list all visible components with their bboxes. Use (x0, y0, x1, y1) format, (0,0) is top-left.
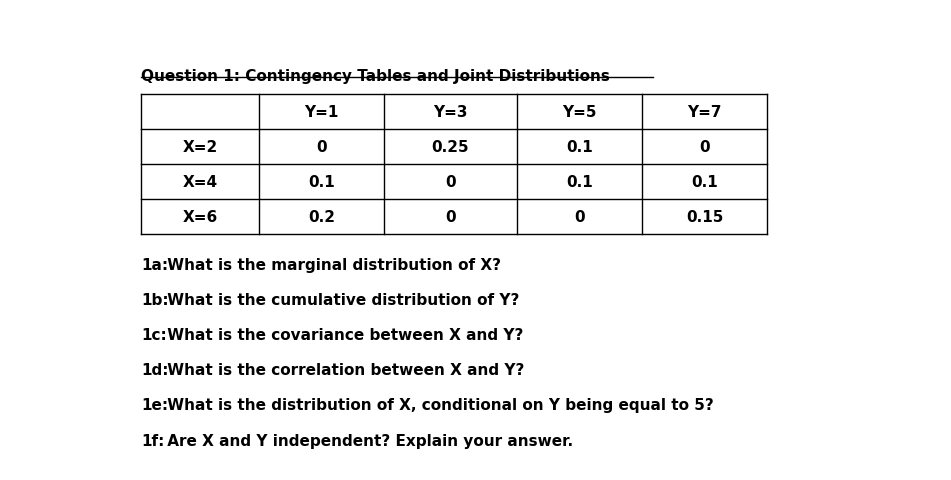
Text: X=6: X=6 (183, 210, 218, 225)
Text: 1f:: 1f: (141, 433, 165, 448)
Text: What is the distribution of X, conditional on Y being equal to 5?: What is the distribution of X, condition… (162, 397, 713, 413)
Text: Y=3: Y=3 (434, 105, 468, 120)
Text: 0.25: 0.25 (432, 140, 470, 155)
Text: What is the cumulative distribution of Y?: What is the cumulative distribution of Y… (162, 292, 519, 307)
Text: 0: 0 (317, 140, 327, 155)
Text: Y=5: Y=5 (562, 105, 597, 120)
Text: 1d:: 1d: (141, 362, 168, 377)
Text: What is the correlation between X and Y?: What is the correlation between X and Y? (162, 362, 524, 377)
Text: What is the marginal distribution of X?: What is the marginal distribution of X? (162, 257, 500, 272)
Text: Y=1: Y=1 (304, 105, 339, 120)
Text: 0.1: 0.1 (566, 175, 592, 190)
Text: X=4: X=4 (183, 175, 218, 190)
Text: 0.15: 0.15 (686, 210, 724, 225)
Text: 1e:: 1e: (141, 397, 168, 413)
Text: 1a:: 1a: (141, 257, 168, 272)
Text: Y=7: Y=7 (688, 105, 722, 120)
Text: 0.1: 0.1 (566, 140, 592, 155)
Text: Question 1: Contingency Tables and Joint Distributions: Question 1: Contingency Tables and Joint… (141, 69, 610, 84)
Text: 0: 0 (445, 175, 456, 190)
Text: X=2: X=2 (183, 140, 218, 155)
Text: What is the covariance between X and Y?: What is the covariance between X and Y? (162, 327, 523, 342)
Text: 0: 0 (445, 210, 456, 225)
Text: 1b:: 1b: (141, 292, 168, 307)
Text: 1c:: 1c: (141, 327, 166, 342)
Text: 0.1: 0.1 (308, 175, 335, 190)
Text: Are X and Y independent? Explain your answer.: Are X and Y independent? Explain your an… (162, 433, 573, 448)
Text: 0.2: 0.2 (308, 210, 335, 225)
Text: 0.1: 0.1 (691, 175, 718, 190)
Text: 0: 0 (574, 210, 585, 225)
Text: 0: 0 (700, 140, 710, 155)
